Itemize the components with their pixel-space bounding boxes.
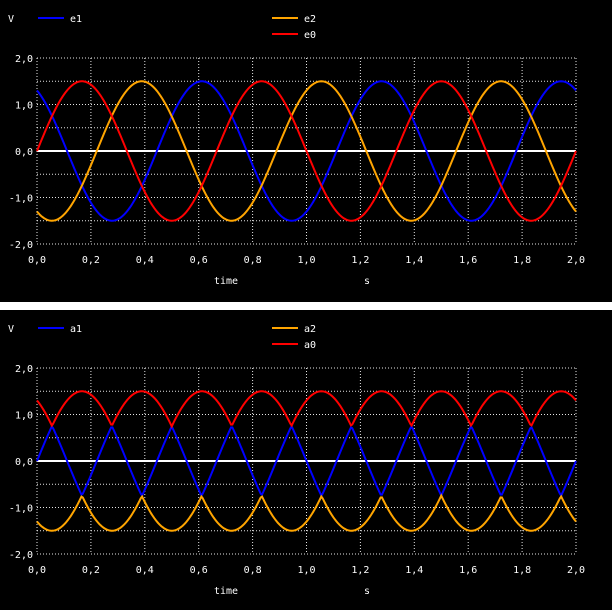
y-tick-label: -2,0 bbox=[9, 550, 33, 561]
y-tick-label: 2,0 bbox=[15, 364, 33, 375]
x-tick-label: 1,6 bbox=[459, 565, 477, 576]
x-tick-label: 1,2 bbox=[351, 565, 369, 576]
x-tick-label: 2,0 bbox=[567, 565, 585, 576]
series-line-a1 bbox=[36, 424, 577, 498]
y-tick-label: 1,0 bbox=[15, 411, 33, 422]
series-line-a2 bbox=[36, 493, 577, 532]
y-tick-label: -1,0 bbox=[9, 194, 33, 205]
x-tick-label: 0,2 bbox=[82, 255, 100, 266]
legend-label-e0: e0 bbox=[304, 30, 316, 41]
y-unit-label: V bbox=[8, 324, 14, 335]
x-tick-label: 1,4 bbox=[405, 565, 423, 576]
x-tick-label: 1,8 bbox=[513, 255, 531, 266]
x-tick-label: 0,2 bbox=[82, 565, 100, 576]
x-tick-label: 1,0 bbox=[297, 565, 315, 576]
series-line-e1 bbox=[36, 80, 577, 222]
y-tick-label: 0,0 bbox=[15, 147, 33, 158]
y-tick-label: 0,0 bbox=[15, 457, 33, 468]
x-axis-unit: s bbox=[364, 276, 370, 287]
x-tick-label: 1,8 bbox=[513, 565, 531, 576]
x-tick-label: 0,4 bbox=[136, 565, 154, 576]
series-line-e0 bbox=[36, 80, 577, 222]
series-line-e2 bbox=[36, 80, 577, 222]
x-axis-label: time bbox=[214, 276, 238, 287]
series-line-a0 bbox=[36, 390, 577, 429]
y-tick-label: -1,0 bbox=[9, 504, 33, 515]
x-tick-label: 0,0 bbox=[28, 255, 46, 266]
x-tick-label: 2,0 bbox=[567, 255, 585, 266]
x-tick-label: 0,6 bbox=[190, 565, 208, 576]
x-tick-label: 1,2 bbox=[351, 255, 369, 266]
x-tick-label: 0,6 bbox=[190, 255, 208, 266]
x-tick-label: 1,4 bbox=[405, 255, 423, 266]
legend-label-a2: a2 bbox=[304, 324, 316, 335]
x-tick-label: 0,0 bbox=[28, 565, 46, 576]
legend-label-e1: e1 bbox=[70, 14, 82, 25]
x-axis-unit: s bbox=[364, 586, 370, 597]
legend-label-e2: e2 bbox=[304, 14, 316, 25]
legend-label-a0: a0 bbox=[304, 340, 316, 351]
x-tick-label: 0,8 bbox=[244, 255, 262, 266]
x-tick-label: 0,4 bbox=[136, 255, 154, 266]
y-tick-label: 2,0 bbox=[15, 54, 33, 65]
x-axis-label: time bbox=[214, 586, 238, 597]
x-tick-label: 1,6 bbox=[459, 255, 477, 266]
y-tick-label: 1,0 bbox=[15, 101, 33, 112]
y-tick-label: -2,0 bbox=[9, 240, 33, 251]
y-unit-label: V bbox=[8, 14, 14, 25]
x-tick-label: 0,8 bbox=[244, 565, 262, 576]
legend-label-a1: a1 bbox=[70, 324, 82, 335]
x-tick-label: 1,0 bbox=[297, 255, 315, 266]
